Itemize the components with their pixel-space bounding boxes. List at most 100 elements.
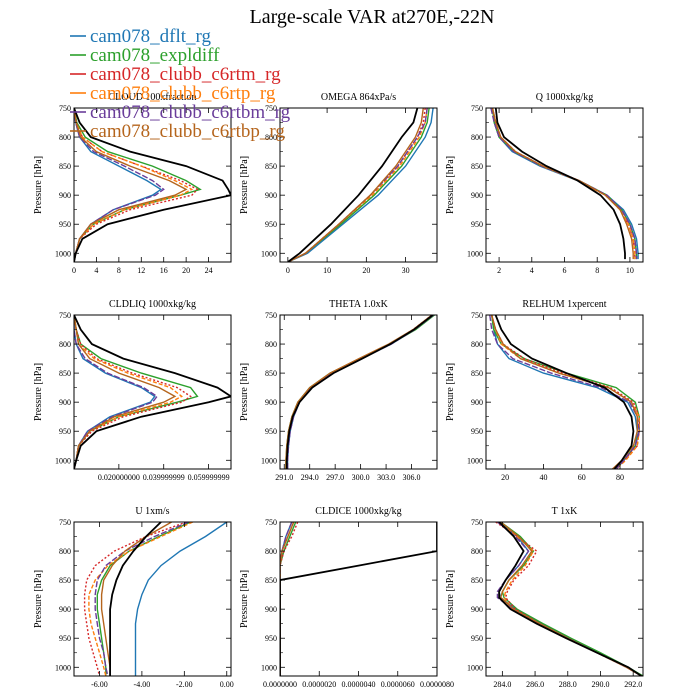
- x-tick-label: 0.0000020: [302, 680, 336, 689]
- series-line-cam078_clubb_c6rtbp_rg: [491, 108, 634, 260]
- y-tick-label: 800: [265, 133, 277, 142]
- x-tick-label: 0.0000080: [420, 680, 454, 689]
- panel-title: RELHUM 1xpercent: [522, 299, 606, 310]
- series-line-cam078_clubb_c6rtbp_rg: [287, 108, 424, 262]
- y-tick-label: 800: [59, 133, 71, 142]
- y-tick-label: 850: [471, 162, 483, 171]
- x-tick-label: 306.0: [403, 473, 421, 482]
- y-tick-label: 850: [471, 369, 483, 378]
- x-tick-label: 0: [72, 266, 76, 275]
- plot-frame: [279, 314, 438, 470]
- series-line-reference: [74, 108, 231, 262]
- y-axis-label: Pressure [hPa]: [33, 363, 44, 421]
- y-tick-label: 950: [265, 220, 277, 229]
- x-tick-label: 16: [160, 266, 168, 275]
- plot-frame: [73, 521, 232, 677]
- x-tick-label: -6.00: [91, 680, 108, 689]
- x-tick-label: 0.0000040: [342, 680, 376, 689]
- y-tick-label: 850: [265, 576, 277, 585]
- y-axis-label: Pressure [hPa]: [239, 570, 250, 628]
- x-tick-label: 20: [182, 266, 190, 275]
- x-tick-label: 0.020000000: [98, 473, 140, 482]
- x-tick-label: -4.00: [134, 680, 151, 689]
- y-tick-label: 800: [471, 340, 483, 349]
- y-tick-label: 850: [59, 369, 71, 378]
- x-tick-label: 284.0: [493, 680, 511, 689]
- x-tick-label: 292.0: [624, 680, 642, 689]
- plot-frame: [279, 521, 438, 677]
- y-tick-label: 1000: [55, 663, 71, 672]
- x-tick-label: 0.059999999: [188, 473, 230, 482]
- series-line-reference: [285, 315, 434, 469]
- x-tick-label: 20: [362, 266, 370, 275]
- x-tick-label: 288.0: [559, 680, 577, 689]
- x-tick-label: 0.0000060: [381, 680, 415, 689]
- series-line-cam078_expldiff: [500, 522, 643, 676]
- legend-item: cam078_expldiff: [70, 45, 220, 66]
- legend-label: cam078_clubb_c6rtbp_rg: [90, 121, 285, 142]
- panel-5: THETA 1.0xK Pressure [hPa] 750 800 850 900 950…: [239, 299, 438, 482]
- x-tick-label: 30: [402, 266, 410, 275]
- series-line-cam078_clubb_c6rtbp_rg: [491, 315, 638, 469]
- panel-title: CLOUD 100xfraction: [108, 92, 196, 103]
- legend-label: cam078_expldiff: [90, 45, 220, 66]
- y-axis-label: Pressure [hPa]: [445, 363, 456, 421]
- x-tick-label: 60: [578, 473, 586, 482]
- legend-label: cam078_clubb_c6rtbm_rg: [90, 102, 291, 123]
- y-tick-label: 950: [59, 220, 71, 229]
- y-tick-label: 900: [471, 605, 483, 614]
- y-axis-label: Pressure [hPa]: [33, 156, 44, 214]
- series-line-reference: [109, 522, 162, 676]
- y-tick-label: 750: [59, 518, 71, 527]
- series-group: [490, 108, 639, 260]
- series-group: [280, 522, 437, 676]
- panel-6: RELHUM 1xpercent Pressure [hPa] 750 800 850 9…: [445, 299, 644, 482]
- series-group: [495, 522, 643, 676]
- series-line-cam078_clubb_c6rtbm_rg: [94, 522, 189, 676]
- legend-item: cam078_clubb_c6rtm_rg: [70, 64, 281, 85]
- x-tick-label: 10: [626, 266, 634, 275]
- y-tick-label: 900: [471, 191, 483, 200]
- x-tick-label: 20: [501, 473, 509, 482]
- series-group: [489, 315, 640, 469]
- x-tick-label: 8: [117, 266, 121, 275]
- panel-title: U 1xm/s: [135, 506, 169, 517]
- panel-4: CLDLIQ 1000xkg/kg Pressure [hPa] 750 800 850…: [33, 299, 232, 482]
- y-axis-label: Pressure [hPa]: [33, 570, 44, 628]
- panel-7: U 1xm/s Pressure [hPa] 750 800 850 900 950 1000…: [33, 506, 234, 689]
- series-line-reference: [498, 522, 642, 676]
- series-line-cam078_dflt_rg: [491, 108, 639, 260]
- y-tick-label: 900: [59, 398, 71, 407]
- y-tick-label: 750: [59, 311, 71, 320]
- y-tick-label: 900: [59, 191, 71, 200]
- y-tick-label: 950: [471, 427, 483, 436]
- panel-title: OMEGA 864xPa/s: [321, 92, 396, 103]
- series-line-reference: [280, 522, 437, 676]
- y-tick-label: 750: [265, 311, 277, 320]
- panel-1: CLOUD 100xfraction Pressure [hPa] 750 800 85…: [33, 92, 232, 275]
- y-tick-label: 850: [471, 576, 483, 585]
- series-group: [285, 315, 435, 469]
- y-tick-label: 900: [265, 191, 277, 200]
- y-tick-label: 750: [471, 104, 483, 113]
- series-line-cam078_dflt_rg: [134, 522, 228, 676]
- y-tick-label: 800: [59, 340, 71, 349]
- x-tick-label: -2.00: [176, 680, 193, 689]
- y-tick-label: 750: [59, 104, 71, 113]
- series-line-cam078_clubb_c6rtbp_rg: [280, 522, 295, 676]
- y-tick-label: 1000: [55, 456, 71, 465]
- x-tick-label: 80: [616, 473, 624, 482]
- legend-item: cam078_clubb_c6rtbm_rg: [70, 102, 291, 123]
- x-tick-label: 24: [205, 266, 213, 275]
- series-line-cam078_dflt_rg: [287, 108, 434, 262]
- x-tick-label: 290.0: [591, 680, 609, 689]
- x-tick-label: 4: [530, 266, 534, 275]
- series-line-cam078_clubb_c6rtbp_rg: [100, 522, 172, 676]
- y-tick-label: 950: [265, 634, 277, 643]
- series-group: [74, 108, 231, 262]
- series-line-reference: [494, 315, 635, 469]
- series-line-cam078_clubb_c6rtm_rg: [287, 108, 426, 262]
- y-tick-label: 800: [471, 133, 483, 142]
- plot-frame: [485, 107, 644, 263]
- legend-label: cam078_dflt_rg: [90, 26, 212, 47]
